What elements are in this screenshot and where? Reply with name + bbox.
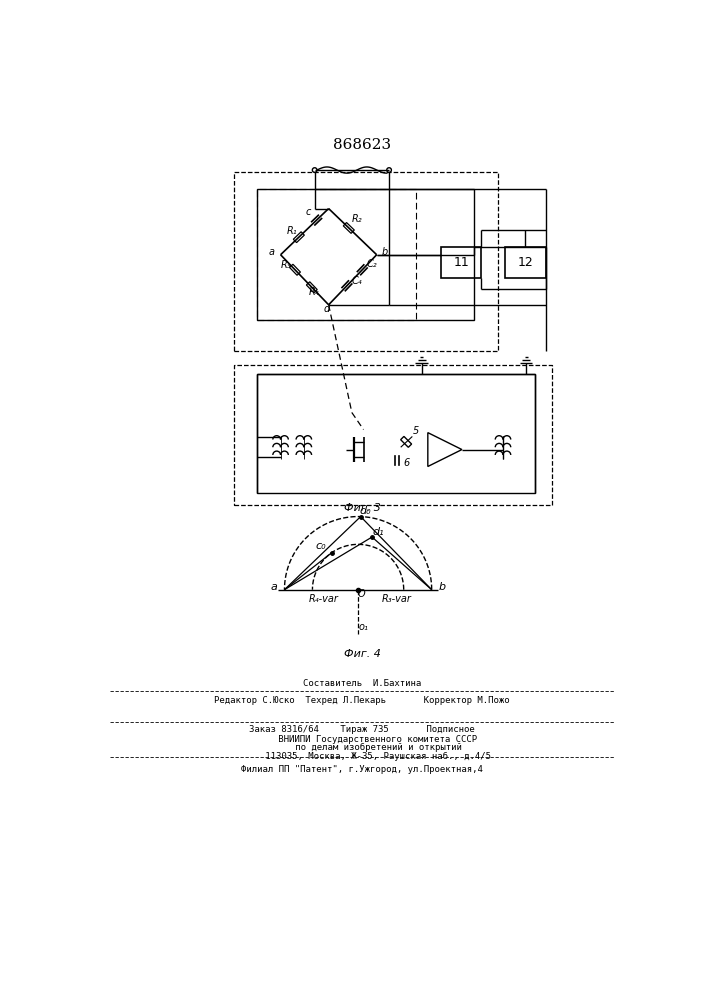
Text: ВНИИПИ Государственного комитета СССР: ВНИИПИ Государственного комитета СССР — [246, 735, 477, 744]
Text: по делам изобретений и открытий: по делам изобретений и открытий — [262, 743, 462, 752]
Text: O: O — [357, 589, 365, 599]
Text: a: a — [268, 247, 274, 257]
Polygon shape — [428, 433, 462, 466]
Text: b: b — [439, 582, 446, 592]
Text: 868623: 868623 — [333, 138, 391, 152]
Text: R₄-var: R₄-var — [309, 594, 339, 604]
Text: c: c — [305, 207, 311, 217]
Text: 12: 12 — [518, 256, 533, 269]
Text: Филиал ПП "Патент", г.Ужгород, ул.Проектная,4: Филиал ПП "Патент", г.Ужгород, ул.Проект… — [241, 765, 483, 774]
Polygon shape — [293, 232, 304, 243]
Text: d₁: d₁ — [373, 527, 384, 537]
Text: Составитель  И.Бахтина: Составитель И.Бахтина — [303, 679, 421, 688]
Text: 6: 6 — [403, 458, 409, 468]
Text: R₃-var: R₃-var — [382, 594, 411, 604]
Text: o₁: o₁ — [358, 622, 368, 632]
Text: Редактор С.Юско  Техред Л.Пекарь       Корректор М.Пожо: Редактор С.Юско Техред Л.Пекарь Корректо… — [214, 696, 510, 705]
Text: Фиг. 3: Фиг. 3 — [344, 503, 380, 513]
Text: Фиг. 4: Фиг. 4 — [344, 649, 380, 659]
Bar — [441, 247, 481, 278]
Text: d₀: d₀ — [359, 506, 371, 516]
Polygon shape — [306, 282, 317, 293]
Text: d: d — [324, 304, 330, 314]
Polygon shape — [290, 264, 300, 275]
Bar — [257, 374, 534, 493]
Polygon shape — [401, 436, 411, 447]
Text: 5: 5 — [412, 426, 419, 436]
Bar — [257, 189, 474, 320]
Bar — [257, 189, 416, 320]
Text: 113035, Москва, Ж-35, Раушская наб., д.4/5: 113035, Москва, Ж-35, Раушская наб., д.4… — [233, 751, 491, 761]
Text: R₃: R₃ — [281, 260, 292, 270]
Text: R₁: R₁ — [286, 226, 297, 236]
Text: Заказ 8316/64    Тираж 735       Подписное: Заказ 8316/64 Тираж 735 Подписное — [249, 725, 475, 734]
Text: C₂: C₂ — [367, 259, 378, 269]
Text: 11: 11 — [453, 256, 469, 269]
Text: c₀: c₀ — [316, 541, 327, 551]
Polygon shape — [344, 223, 354, 233]
Text: R₂: R₂ — [352, 214, 363, 224]
Text: a: a — [270, 582, 277, 592]
Bar — [506, 247, 546, 278]
Bar — [234, 365, 552, 505]
Text: C₄: C₄ — [351, 276, 362, 286]
Text: R₄: R₄ — [309, 287, 320, 297]
Bar — [234, 172, 498, 351]
Text: b: b — [381, 247, 387, 257]
